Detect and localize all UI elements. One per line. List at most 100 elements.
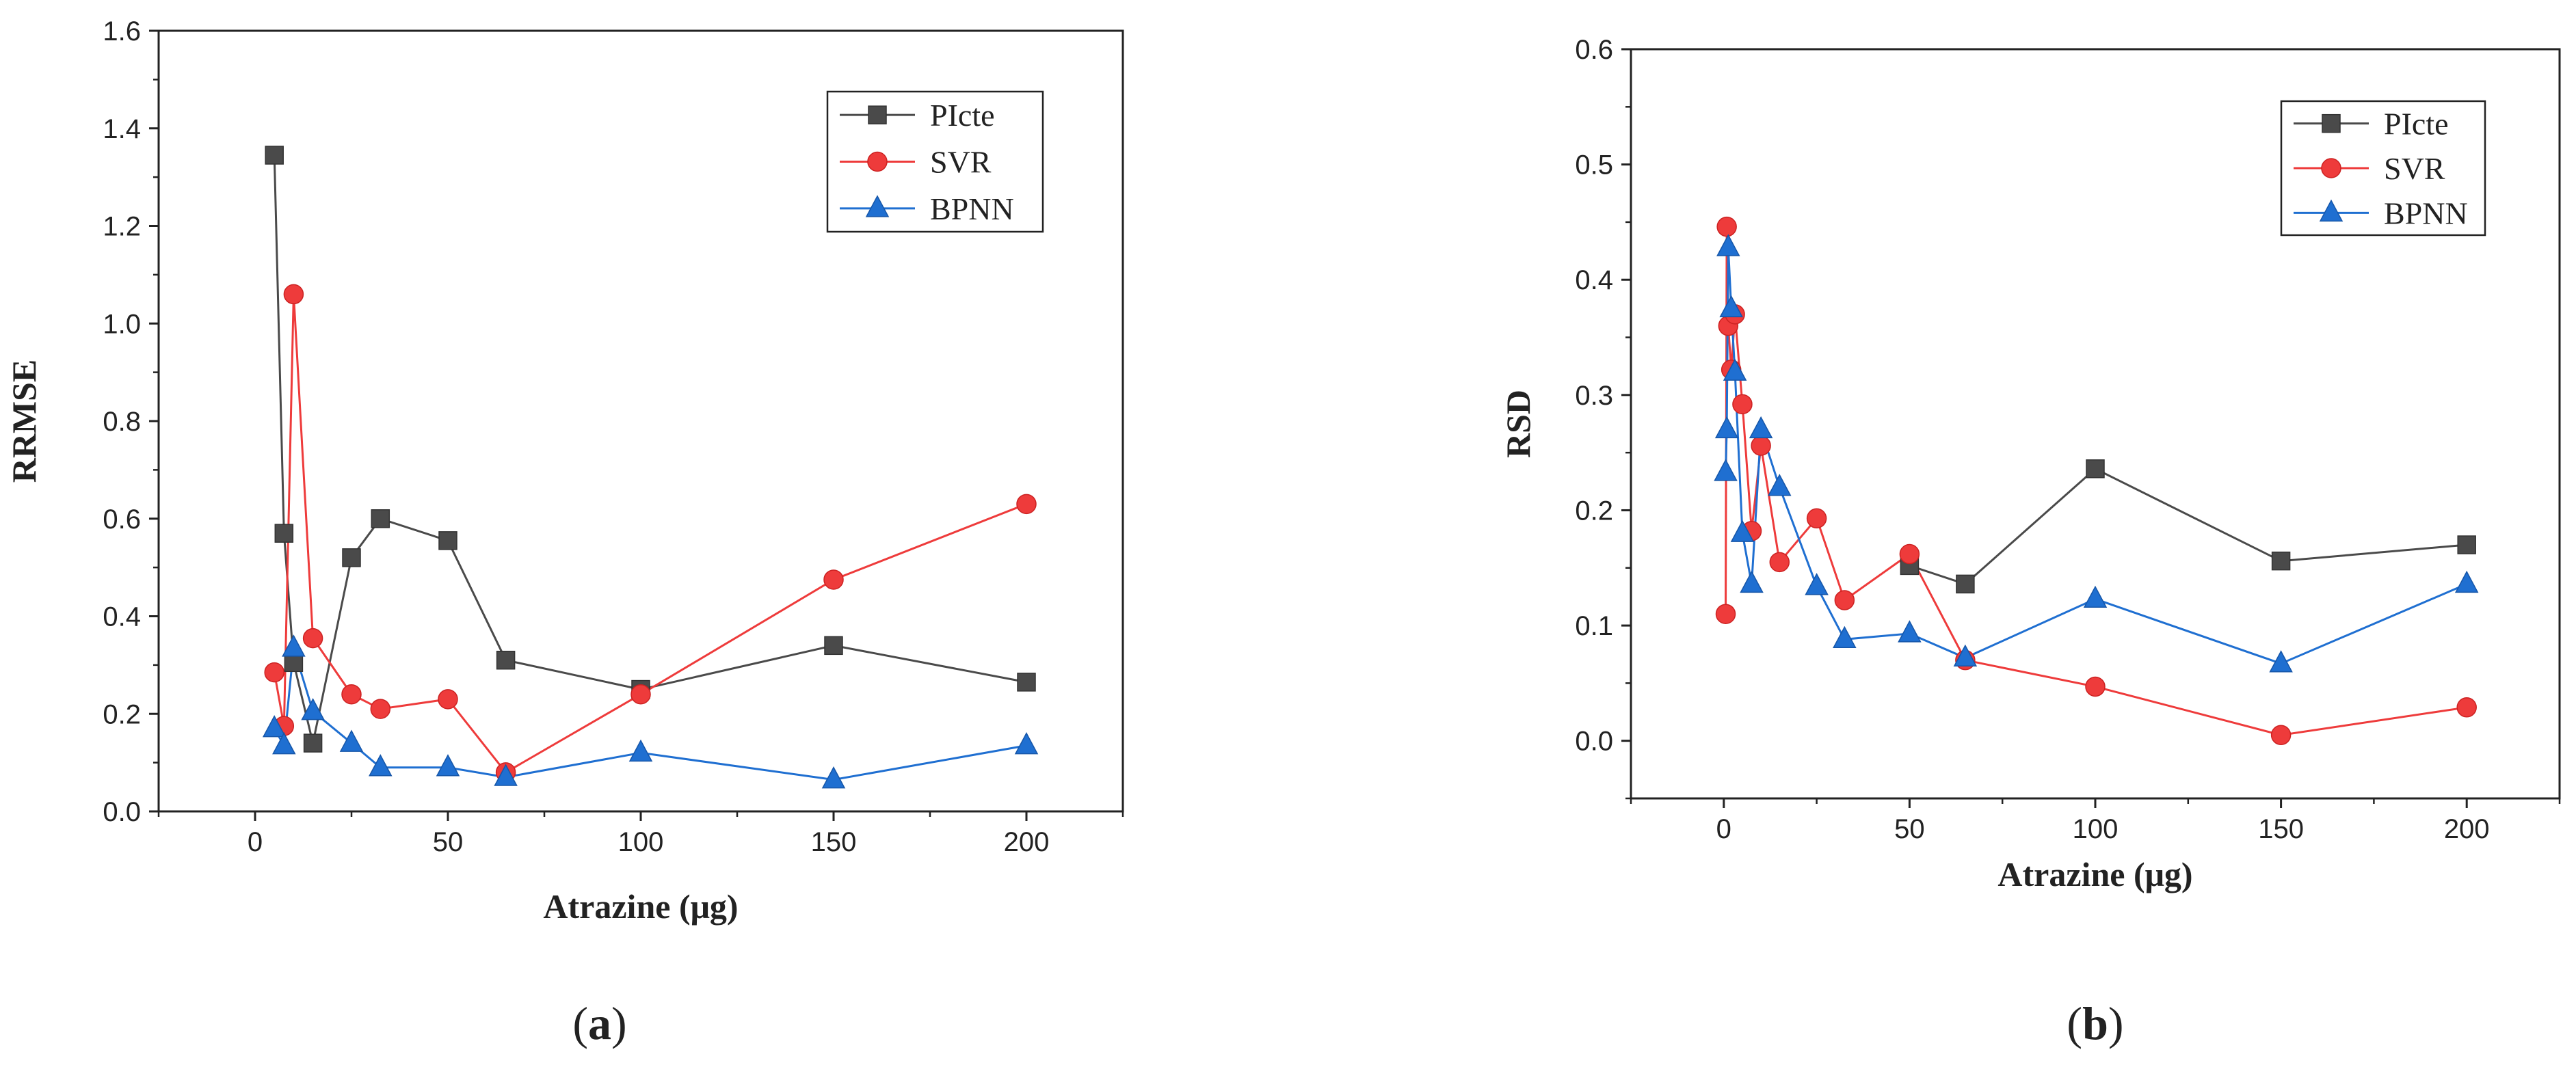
y-tick-label: 0.6 — [1575, 35, 1613, 65]
data-point-picte — [303, 733, 323, 753]
y-tick-label: 0.3 — [1575, 381, 1613, 411]
data-point-svr — [2270, 725, 2292, 746]
y-tick-label: 1.0 — [103, 309, 141, 339]
data-point-bpnn — [1014, 732, 1039, 755]
series-line-svr — [1725, 226, 2467, 736]
y-tick-label: 0.2 — [1575, 496, 1613, 526]
data-point-svr — [1834, 590, 1855, 610]
data-point-svr — [2456, 697, 2477, 718]
legend-label-svr: SVR — [2384, 151, 2445, 186]
x-tick-label: 200 — [1004, 827, 1050, 857]
legend-marker-bpnn — [2319, 199, 2343, 222]
x-tick-label: 100 — [618, 827, 664, 857]
y-tick-label: 0.2 — [103, 699, 141, 729]
x-tick-label: 0 — [248, 827, 263, 857]
data-point-bpnn — [494, 764, 518, 786]
data-point-svr — [370, 699, 391, 719]
data-point-picte — [274, 524, 294, 543]
data-point-bpnn — [1714, 416, 1739, 439]
data-point-svr — [1732, 394, 1753, 415]
data-point-bpnn — [1953, 644, 1978, 667]
data-point-bpnn — [1714, 459, 1738, 481]
data-point-bpnn — [821, 766, 846, 789]
series-line-picte — [1909, 468, 2467, 586]
y-axis-title: RRMSE — [5, 360, 43, 483]
data-point-picte — [1956, 574, 1975, 594]
data-point-bpnn — [1719, 295, 1743, 318]
legend-label-bpnn: BPNN — [930, 191, 1014, 226]
x-tick-label: 100 — [2073, 814, 2119, 844]
data-point-picte — [342, 548, 361, 567]
y-axis-title: RSD — [1499, 390, 1537, 458]
series-line-svr — [273, 294, 1027, 774]
y-tick-label: 1.2 — [103, 212, 141, 242]
panel-label: (a) — [572, 997, 626, 1049]
data-point-bpnn — [1716, 234, 1740, 256]
data-point-svr — [1716, 216, 1737, 237]
data-point-svr — [264, 662, 284, 683]
x-axis-title: Atrazine (μg) — [1997, 855, 2192, 893]
y-tick-label: 0.4 — [103, 602, 141, 632]
data-point-svr — [1016, 494, 1037, 515]
data-point-picte — [2457, 535, 2476, 554]
x-tick-label: 150 — [811, 827, 857, 857]
data-point-bpnn — [1898, 620, 1922, 643]
data-point-bpnn — [282, 634, 306, 657]
data-point-picte — [265, 146, 284, 165]
data-point-bpnn — [262, 715, 287, 738]
data-point-picte — [2086, 459, 2105, 479]
legend-label-bpnn: BPNN — [2384, 196, 2468, 230]
legend-marker-svr — [2321, 158, 2341, 178]
y-tick-label: 0.4 — [1575, 265, 1613, 295]
data-point-bpnn — [628, 739, 653, 762]
data-point-bpnn — [369, 754, 393, 777]
data-point-svr — [1715, 604, 1736, 624]
data-point-picte — [438, 531, 457, 550]
x-tick-label: 0 — [1716, 814, 1731, 844]
data-point-svr — [302, 628, 323, 649]
data-point-svr — [341, 684, 362, 705]
data-point-bpnn — [1730, 520, 1755, 542]
series-line-picte — [273, 154, 1027, 744]
y-tick-label: 1.4 — [103, 114, 141, 144]
x-tick-label: 200 — [2444, 814, 2490, 844]
data-point-svr — [283, 284, 304, 305]
data-point-svr — [1769, 552, 1790, 573]
y-tick-label: 0.0 — [1575, 727, 1613, 757]
x-tick-label: 150 — [2258, 814, 2304, 844]
panel-label: (b) — [2067, 997, 2123, 1049]
data-point-bpnn — [2454, 570, 2479, 593]
series-line-bpnn — [1725, 247, 2467, 665]
data-point-svr — [1806, 508, 1827, 529]
data-point-bpnn — [301, 698, 325, 720]
data-point-bpnn — [2083, 585, 2108, 608]
y-tick-label: 0.5 — [1575, 150, 1613, 180]
data-point-bpnn — [1723, 358, 1747, 381]
data-point-svr — [1899, 543, 1920, 565]
y-tick-label: 0.6 — [103, 504, 141, 535]
data-point-bpnn — [339, 729, 364, 752]
chart-panel-a: 0.0 0.2 0.4 0.6 0.8 1.0 1.2 1.4 1.6 0 50 100 150 200 R… — [5, 16, 1124, 1049]
data-point-picte — [371, 509, 390, 528]
legend-label-picte: PIcte — [930, 98, 995, 133]
y-tick-label: 0.8 — [103, 407, 141, 437]
legend-marker-picte — [868, 105, 887, 124]
y-tick-label: 0.0 — [103, 797, 141, 827]
x-tick-label: 50 — [433, 827, 464, 857]
data-point-svr — [630, 684, 651, 705]
x-tick-label: 50 — [1894, 814, 1925, 844]
data-point-bpnn — [1833, 625, 1857, 649]
legend-label-picte: PIcte — [2384, 107, 2449, 142]
legend-marker-picte — [2322, 113, 2341, 133]
data-point-bpnn — [1805, 573, 1829, 595]
y-tick-label: 1.6 — [103, 16, 141, 46]
chart-panel-b: 0.0 0.1 0.2 0.3 0.4 0.5 0.6 0 50 100 150 200 RSD Atra… — [1499, 35, 2561, 1049]
data-point-svr — [823, 569, 844, 590]
legend-marker-bpnn — [865, 195, 890, 217]
data-point-bpnn — [1768, 474, 1792, 496]
legend-marker-svr — [867, 151, 888, 172]
data-point-bpnn — [436, 754, 460, 777]
data-point-bpnn — [2269, 650, 2293, 673]
data-point-svr — [438, 689, 458, 710]
